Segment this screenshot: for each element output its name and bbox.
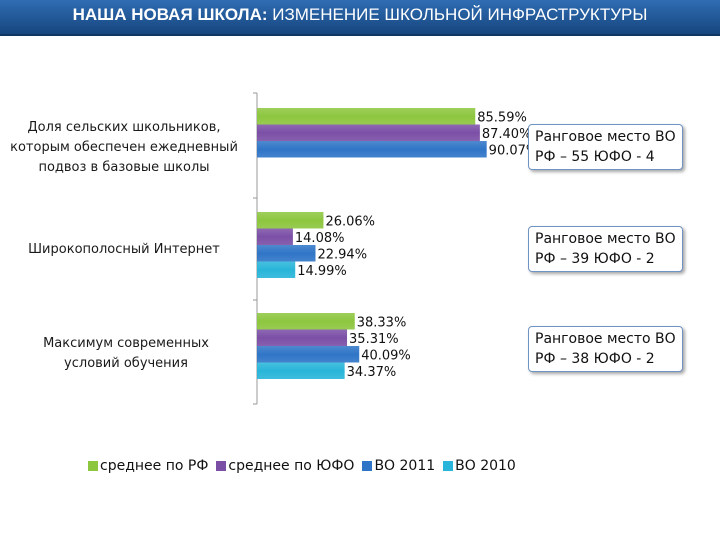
bar	[257, 346, 360, 363]
bar	[257, 212, 324, 229]
category-label-line: условий обучения	[64, 356, 188, 371]
rank-box-line: РФ – 55 ЮФО - 4	[535, 149, 655, 165]
category-label-line: подвоз в базовые школы	[38, 160, 210, 175]
bar	[257, 124, 480, 141]
category-label-line: которым обеспечен ежедневный	[10, 140, 238, 155]
data-label: 14.99%	[297, 264, 347, 279]
bar	[257, 141, 487, 158]
category-label-line: Доля сельских школьников,	[27, 120, 221, 135]
legend-swatch	[88, 461, 98, 471]
rank-box-line: РФ – 39 ЮФО - 2	[535, 251, 655, 267]
rank-box-line: РФ – 38 ЮФО - 2	[535, 351, 655, 367]
data-label: 90.07%	[489, 144, 539, 159]
data-label: 85.59%	[477, 111, 527, 126]
legend-label: ВО 2010	[455, 458, 516, 474]
legend-label: среднее по РФ	[100, 458, 209, 474]
data-label: 35.31%	[349, 332, 399, 347]
rank-box-bus: Ранговое место ВО РФ – 55 ЮФО - 4	[528, 124, 683, 170]
data-label: 87.40%	[482, 127, 532, 142]
data-label: 38.33%	[357, 316, 407, 331]
title-bold: НАША НОВАЯ ШКОЛА:	[72, 5, 268, 24]
bar	[257, 108, 476, 125]
title-bar: НАША НОВАЯ ШКОЛА: ИЗМЕНЕНИЕ ШКОЛЬНОЙ ИНФ…	[0, 0, 720, 36]
data-label: 34.37%	[347, 365, 397, 380]
bar	[257, 329, 348, 346]
bar	[257, 362, 345, 379]
rank-box-conditions: Ранговое место ВО РФ – 38 ЮФО - 2	[528, 326, 683, 372]
legend-item: среднее по ЮФО	[216, 458, 354, 474]
legend-item: ВО 2011	[362, 458, 435, 474]
category-label-bus: Доля сельских школьников, которым обеспе…	[0, 118, 248, 178]
legend-label: среднее по ЮФО	[228, 458, 355, 474]
chart-legend: среднее по РФ среднее по ЮФО ВО 2011 ВО …	[88, 456, 628, 476]
rank-box-internet: Ранговое место ВО РФ – 39 ЮФО - 2	[528, 226, 683, 272]
rank-box-line: Ранговое место ВО	[535, 231, 676, 247]
bar	[257, 313, 355, 330]
bar	[257, 261, 296, 278]
legend-item: среднее по РФ	[88, 458, 208, 474]
data-label: 40.09%	[361, 349, 411, 364]
legend-item: ВО 2010	[443, 458, 516, 474]
legend-swatch	[362, 461, 373, 471]
legend-label: ВО 2011	[374, 458, 436, 474]
data-label: 26.06%	[325, 215, 375, 230]
data-label: 14.08%	[295, 231, 345, 246]
bar	[257, 245, 316, 262]
data-label: 22.94%	[317, 248, 367, 263]
category-label-conditions: Максимум современных условий обучения	[2, 334, 250, 374]
rank-box-line: Ранговое место ВО	[535, 331, 676, 347]
category-label-line: Максимум современных	[43, 336, 209, 351]
rank-box-line: Ранговое место ВО	[535, 129, 676, 145]
title-rest: ИЗМЕНЕНИЕ ШКОЛЬНОЙ ИНФРАСТРУКТУРЫ	[267, 5, 648, 24]
category-label-line: Широкополосный Интернет	[28, 242, 220, 257]
legend-swatch	[216, 461, 227, 471]
legend-swatch	[443, 461, 454, 471]
category-label-internet: Широкополосный Интернет	[0, 240, 248, 260]
bar	[257, 228, 293, 245]
